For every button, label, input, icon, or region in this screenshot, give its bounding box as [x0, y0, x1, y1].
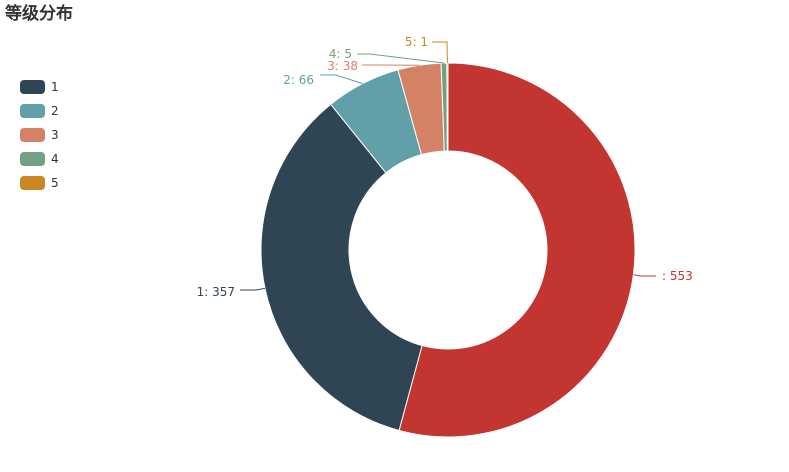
slice-1[interactable]	[260, 103, 423, 431]
legend-label-4: 4	[51, 152, 59, 166]
leader-line-unnamed	[633, 274, 656, 277]
leader-line-5	[432, 41, 448, 64]
slice-5[interactable]	[446, 62, 449, 152]
leader-line-4	[357, 53, 445, 64]
legend-label-5: 5	[51, 176, 59, 190]
slice-unnamed[interactable]	[398, 62, 636, 438]
legend-label-1: 1	[51, 80, 59, 94]
chart-title: 等级分布	[5, 4, 73, 24]
legend-swatch-3	[20, 128, 45, 142]
data-label-unnamed: : 553	[662, 269, 693, 283]
data-label-3: 3: 38	[327, 59, 358, 73]
data-label-5: 5: 1	[405, 35, 428, 49]
legend-label-3: 3	[51, 128, 59, 142]
legend-item-4[interactable]: 4	[20, 150, 80, 174]
data-label-2: 2: 66	[283, 73, 314, 87]
legend-item-2[interactable]: 2	[20, 102, 80, 126]
legend-item-1[interactable]: 1	[20, 78, 80, 102]
legend-label-2: 2	[51, 104, 59, 118]
legend-swatch-2	[20, 104, 45, 118]
data-label-4: 4: 5	[329, 47, 352, 61]
legend-swatch-4	[20, 152, 45, 166]
data-label-1: 1: 357	[197, 285, 235, 299]
legend-swatch-1	[20, 80, 45, 94]
leader-line-2	[320, 74, 363, 85]
legend-item-5[interactable]: 5	[20, 174, 80, 198]
legend: 1 2 3 4 5	[20, 78, 80, 198]
legend-swatch-5	[20, 176, 45, 190]
leader-line-1	[240, 287, 266, 291]
legend-item-3[interactable]: 3	[20, 126, 80, 150]
